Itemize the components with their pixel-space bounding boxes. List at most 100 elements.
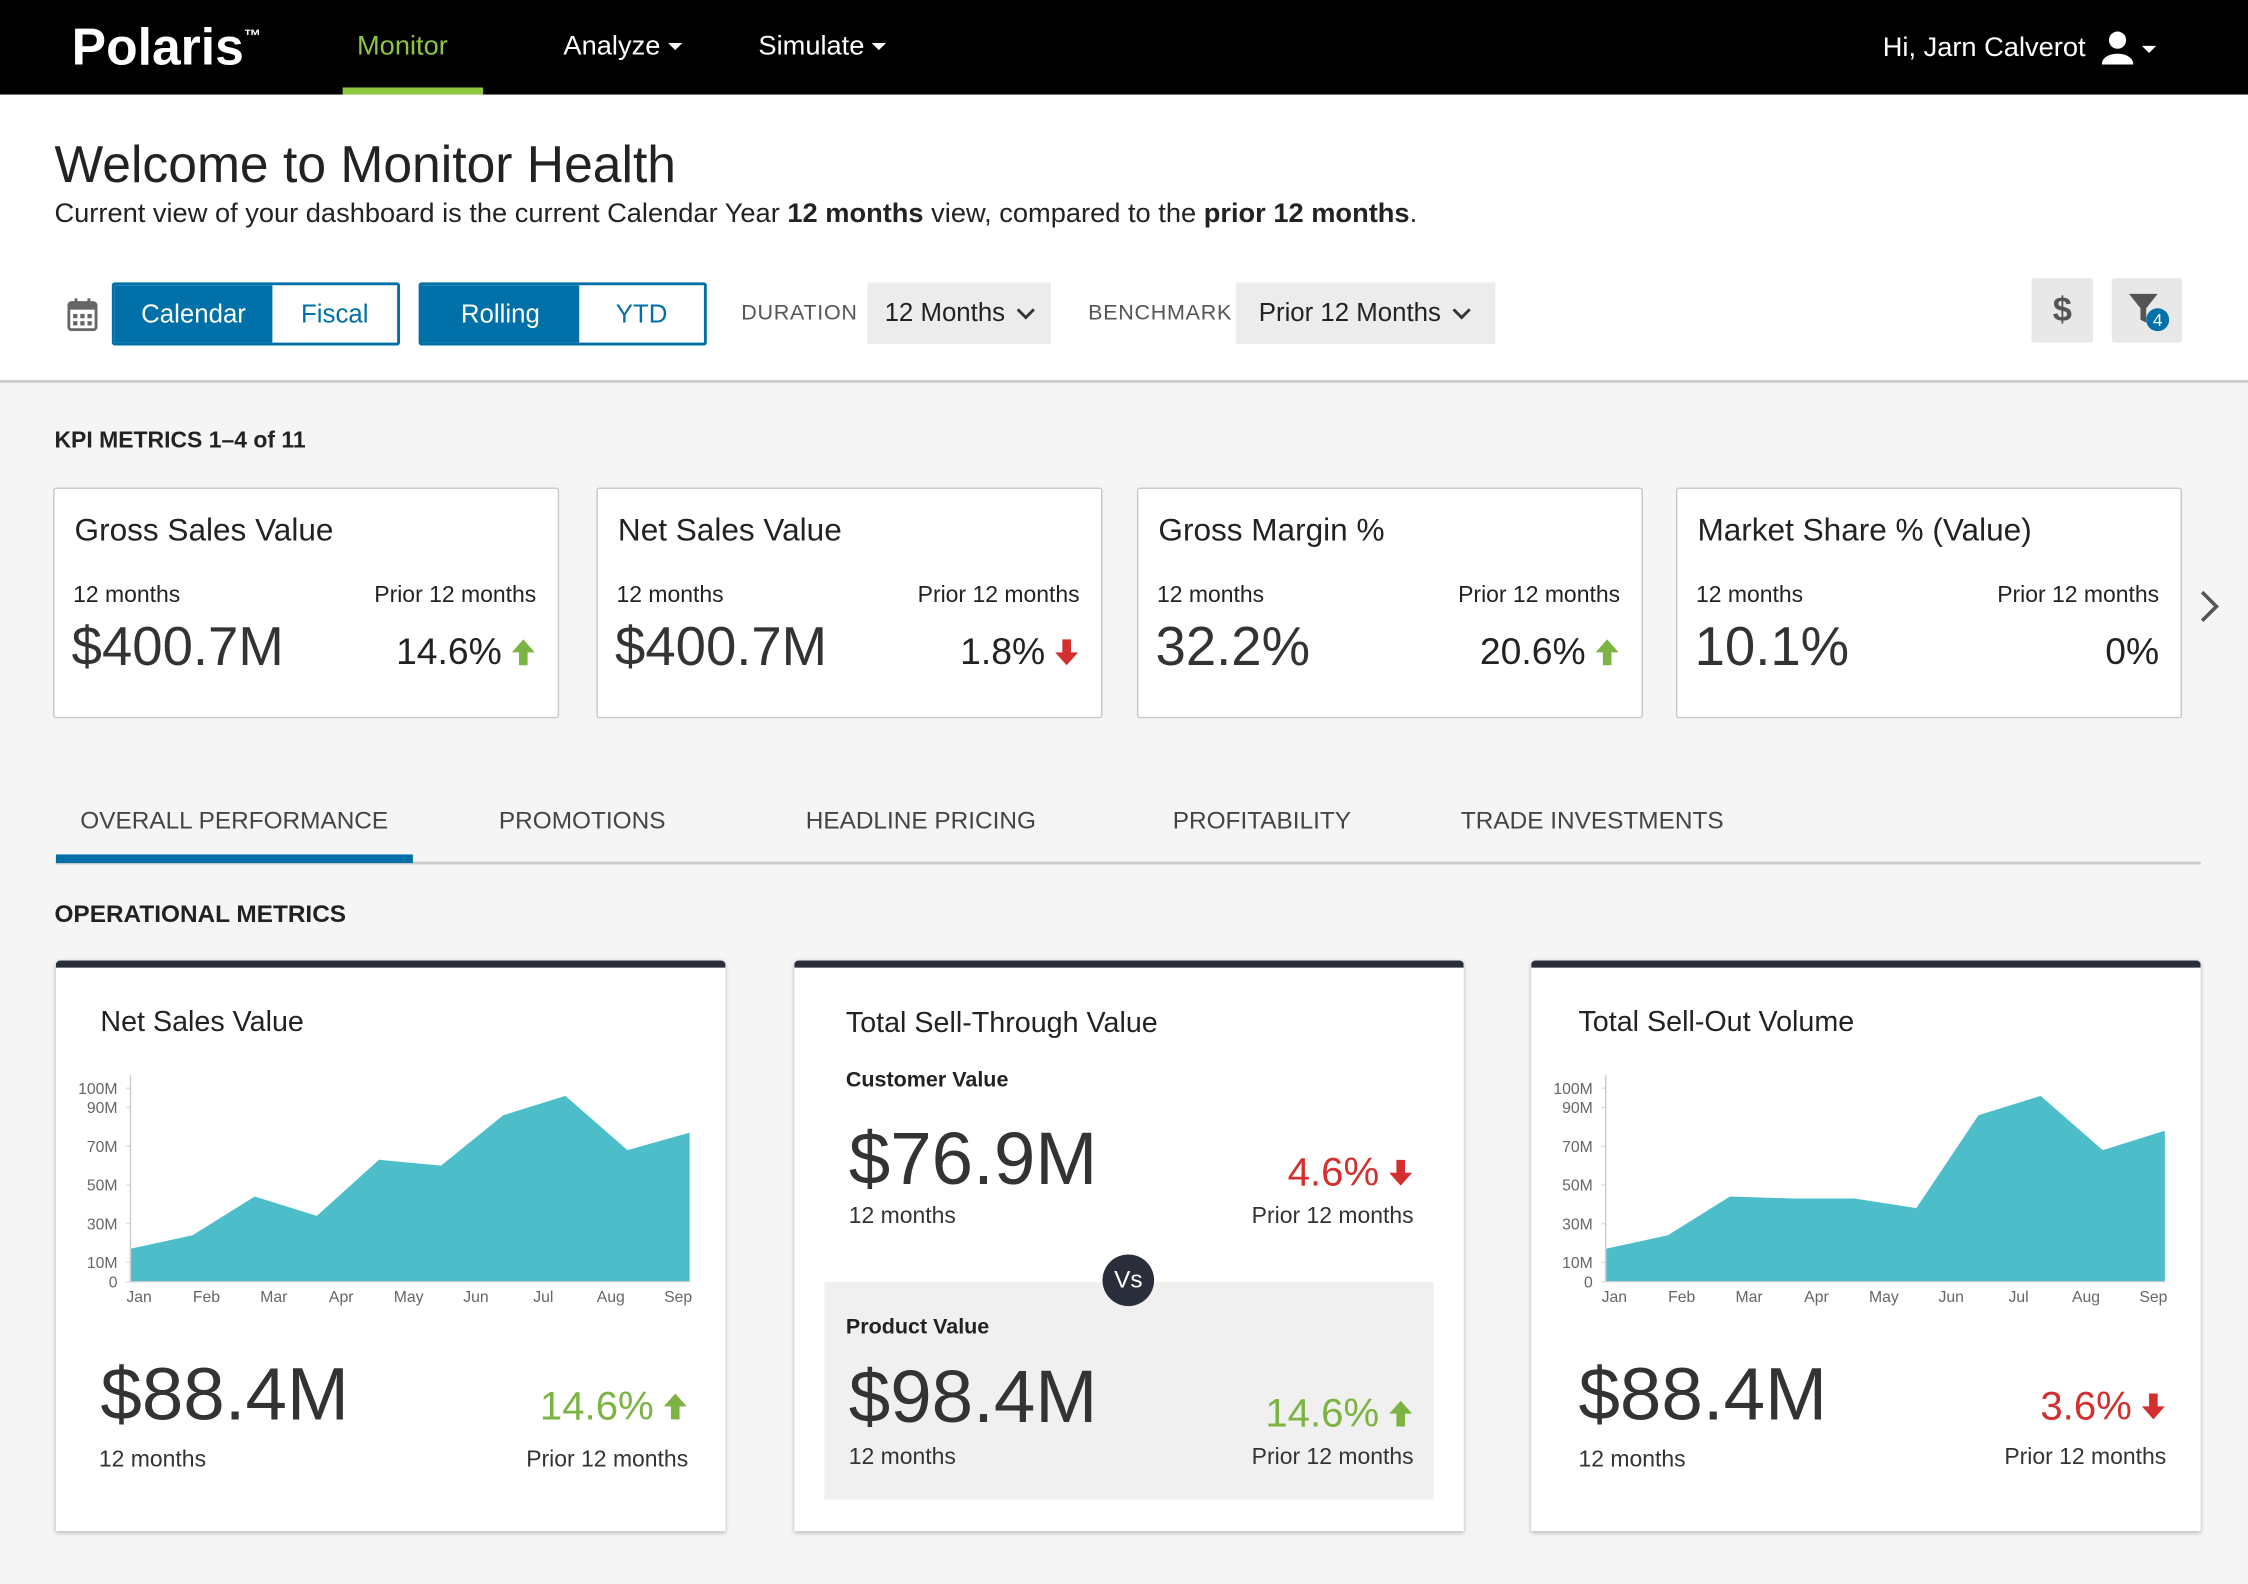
tab[interactable]: OVERALL PERFORMANCE: [80, 807, 389, 835]
arrow-down: [2141, 1393, 2165, 1420]
user-name: Hi, Jarn Calverot: [1882, 32, 2086, 64]
nav-analyze[interactable]: Analyze: [563, 32, 682, 64]
kpi-card[interactable]: Gross Sales Value 12 months Prior 12 month…: [53, 487, 560, 719]
benchmark-label: BENCHMARK: [1088, 301, 1233, 326]
y-tick-label: 30M: [1562, 1216, 1593, 1233]
user-icon: [2101, 31, 2157, 65]
kpi-value: $400.7M: [71, 617, 284, 679]
active-indicator: [342, 87, 484, 95]
x-tick-label: Jul: [2009, 1289, 2029, 1306]
toggle-option[interactable]: Fiscal: [301, 298, 369, 328]
y-tick-label: 10M: [1562, 1255, 1593, 1272]
kpi-period: 12 months: [73, 583, 181, 608]
arrow-shape: [1055, 638, 1079, 665]
metric-period: 12 months: [1578, 1448, 1686, 1473]
kpi-card[interactable]: Net Sales Value 12 months Prior 12 months $…: [596, 487, 1103, 719]
arrow-down: [1389, 1159, 1413, 1186]
area: [130, 1095, 690, 1282]
metric-period: 12 months: [848, 1204, 956, 1229]
duration-dropdown[interactable]: 12 Months: [867, 282, 1051, 345]
user-menu[interactable]: Hi, Jarn Calverot: [1882, 31, 2165, 66]
x-tick-label: Jun: [1939, 1289, 1964, 1306]
arrow-shape: [1389, 1400, 1413, 1427]
kpi-delta: 0%: [2105, 629, 2159, 673]
delta-text: 1.8%: [960, 629, 1046, 673]
kpi-benchmark: Prior 12 months: [374, 583, 537, 608]
product-panel: [824, 1281, 1434, 1500]
arrow-shape: [1389, 1159, 1413, 1186]
subtitle-bold: 12 months: [787, 199, 924, 230]
arrow-down: [1055, 638, 1079, 665]
arrow-up: [663, 1393, 687, 1420]
page-title: Welcome to Monitor Health: [54, 134, 676, 194]
navbar: Polaris™ Monitor Analyze Simulate Hi, Ja…: [0, 0, 2248, 95]
kpi-heading: KPI METRICS 1–4 of 11: [54, 428, 306, 454]
logo[interactable]: Polaris™: [72, 17, 261, 77]
delta-text: 3.6%: [2040, 1383, 2132, 1428]
area-chart: 100M 90M 70M 50M 30M 10M 0 Jan Feb Mar Apr May Jun Ju…: [78, 1075, 692, 1306]
metric-delta: 3.6%: [2040, 1383, 2166, 1429]
area-chart: 100M 90M 70M 50M 30M 10M 0 Jan Feb Mar Apr May Jun Ju…: [1553, 1075, 2168, 1306]
kpi-card[interactable]: Market Share % (Value) 12 months Prior 12 …: [1675, 487, 2183, 719]
delta-text: 20.6%: [1479, 629, 1586, 673]
arrow-shape: [2141, 1393, 2165, 1420]
subtitle: Current view of your dashboard is the cu…: [54, 199, 1417, 231]
tab-indicator: [55, 854, 413, 864]
x-tick-label: Feb: [1668, 1289, 1695, 1306]
filter-icon: 4: [2128, 293, 2169, 331]
metric-benchmark: Prior 12 months: [1251, 1445, 1414, 1470]
nav-simulate[interactable]: Simulate: [758, 32, 886, 64]
toggle-option[interactable]: Rolling: [421, 285, 580, 343]
logo-text: Polaris: [71, 17, 244, 76]
tab[interactable]: PROMOTIONS: [498, 807, 666, 835]
calendar-icon[interactable]: [67, 298, 98, 332]
kpi-benchmark: Prior 12 months: [917, 583, 1080, 608]
kpi-card[interactable]: Gross Margin % 12 months Prior 12 months 32…: [1136, 487, 1643, 719]
kpi-delta: 20.6%: [1480, 629, 1620, 673]
delta-text: 14.6%: [539, 1383, 654, 1428]
nav-monitor[interactable]: Monitor: [356, 31, 448, 62]
tab[interactable]: HEADLINE PRICING: [805, 807, 1036, 835]
next-arrow[interactable]: [2198, 588, 2221, 625]
arrow-shape: [511, 638, 535, 665]
metric-value: $76.9M: [848, 1118, 1098, 1202]
trademark: ™: [243, 25, 262, 46]
currency-button[interactable]: $: [2031, 278, 2094, 343]
subtitle-bold: prior 12 months: [1203, 199, 1410, 230]
duration-label: DURATION: [741, 301, 858, 326]
subtitle-text: .: [1409, 199, 1418, 230]
x-tick-label: May: [1869, 1289, 1899, 1306]
toggle-option[interactable]: YTD: [615, 298, 668, 328]
filter-button[interactable]: 4: [2111, 278, 2183, 343]
toggle-option[interactable]: Calendar: [114, 285, 273, 343]
y-tick-label: 50M: [87, 1178, 118, 1195]
x-tick-label: Mar: [260, 1289, 287, 1306]
metric-delta: 14.6%: [540, 1383, 688, 1429]
subtitle-text: view, compared to the: [923, 199, 1204, 230]
metric-delta: 4.6%: [1288, 1150, 1414, 1196]
tab[interactable]: PROFITABILITY: [1172, 807, 1352, 835]
tab[interactable]: TRADE INVESTMENTS: [1460, 807, 1724, 835]
x-tick-label: Jun: [463, 1289, 488, 1306]
dropdown-value: 12 Months: [884, 298, 1006, 327]
delta-text: 4.6%: [1287, 1149, 1380, 1195]
x-tick-label: Mar: [1735, 1289, 1762, 1306]
kpi-period: 12 months: [616, 583, 724, 608]
y-tick-label: 50M: [1562, 1178, 1593, 1195]
kpi-title: Gross Sales Value: [74, 511, 334, 548]
kpi-delta: 1.8%: [960, 629, 1079, 673]
kpi-value: 32.2%: [1155, 617, 1311, 679]
metric-benchmark: Prior 12 months: [2004, 1445, 2167, 1470]
metric-card: Total Sell-Out Volume 100M 90M 70M 50M 30M 10…: [1531, 960, 2201, 1532]
delta-text: 14.6%: [1265, 1390, 1380, 1436]
x-tick-label: Feb: [193, 1289, 220, 1306]
arrow-up: [1595, 638, 1619, 665]
metric-value: $98.4M: [848, 1356, 1098, 1440]
caret: [667, 43, 682, 51]
arrow-shape: [663, 1393, 687, 1420]
card-title: Total Sell-Through Value: [845, 1007, 1158, 1040]
metric-period: 12 months: [98, 1448, 207, 1473]
y-tick-label: 10M: [87, 1255, 118, 1272]
benchmark-dropdown[interactable]: Prior 12 Months: [1235, 282, 1496, 345]
y-tick-label: 90M: [87, 1100, 118, 1117]
